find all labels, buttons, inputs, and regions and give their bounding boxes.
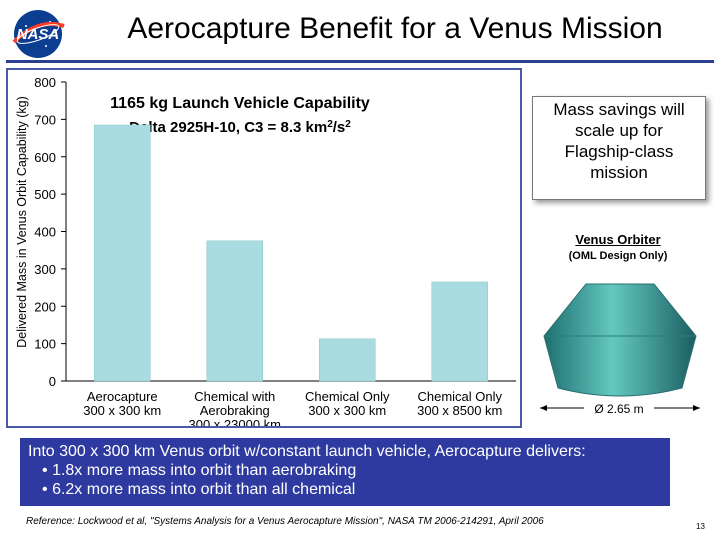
bullet-text: 1.8x more mass into orbit than aerobraki…	[52, 462, 357, 479]
y-tick-label: 0	[49, 374, 56, 389]
chart-panel: Delivered Mass in Venus Orbit Capability…	[6, 68, 522, 428]
bar	[319, 338, 376, 382]
bar-chart: Delivered Mass in Venus Orbit Capability…	[15, 75, 516, 426]
bar	[431, 281, 488, 382]
bullet-symbol: •	[42, 481, 48, 498]
x-tick-label: 300 x 8500 km	[417, 403, 502, 418]
bullet-symbol: •	[42, 462, 48, 479]
diameter-label: Ø 2.65 m	[584, 402, 654, 416]
summary-box: Into 300 x 300 km Venus orbit w/constant…	[20, 438, 670, 506]
bar	[206, 240, 263, 382]
orbiter-title: Venus Orbiter	[575, 232, 661, 247]
bullet-text: 6.2x more mass into orbit than all chemi…	[52, 481, 356, 498]
y-tick-label: 400	[34, 225, 56, 240]
mass-savings-note: Mass savings will scale up for Flagship-…	[532, 96, 706, 200]
summary-heading: Into 300 x 300 km Venus orbit w/constant…	[28, 443, 586, 460]
title-divider	[6, 60, 714, 63]
venus-orbiter-illustration	[540, 283, 700, 411]
y-tick-label: 500	[34, 187, 56, 202]
summary-bullet: • 6.2x more mass into orbit than all che…	[28, 480, 662, 499]
x-tick-label: 300 x 300 km	[308, 403, 386, 418]
note-line: Mass savings will	[553, 100, 685, 119]
page-number: 13	[696, 522, 705, 531]
x-tick-label: Chemical Only	[417, 389, 502, 404]
x-tick-label: 300 x 300 km	[83, 403, 161, 418]
nasa-logo: NASA	[12, 10, 65, 58]
y-tick-label: 600	[34, 150, 56, 165]
orbiter-shape	[543, 283, 697, 397]
x-tick-label: Chemical Only	[305, 389, 390, 404]
y-tick-label: 100	[34, 337, 56, 352]
y-axis-label: Delivered Mass in Venus Orbit Capability…	[15, 96, 29, 348]
nasa-logo-text: NASA	[17, 26, 60, 43]
y-tick-label: 300	[34, 262, 56, 277]
x-tick-label: Aerobraking	[200, 403, 270, 418]
slide-title: Aerocapture Benefit for a Venus Mission	[127, 12, 663, 45]
y-tick-label: 800	[34, 75, 56, 90]
y-tick-label: 700	[34, 112, 56, 127]
bar	[94, 124, 151, 382]
note-line: mission	[590, 163, 648, 182]
x-tick-label: Aerocapture	[87, 389, 158, 404]
orbiter-subtitle: (OML Design Only)	[568, 250, 668, 262]
reference-citation: Reference: Lockwood et al, "Systems Anal…	[26, 516, 544, 527]
x-tick-label: 300 x 23000 km	[188, 417, 281, 426]
y-tick-label: 200	[34, 299, 56, 314]
note-line: Flagship-class	[564, 142, 674, 161]
x-tick-label: Chemical with	[194, 389, 275, 404]
chart-title: 1165 kg Launch Vehicle Capability	[110, 95, 370, 112]
summary-bullet: • 1.8x more mass into orbit than aerobra…	[28, 461, 662, 480]
chart-subtitle: Delta 2925H-10, C3 = 8.3 km2/s2	[129, 119, 351, 137]
note-line: scale up for	[575, 121, 663, 140]
